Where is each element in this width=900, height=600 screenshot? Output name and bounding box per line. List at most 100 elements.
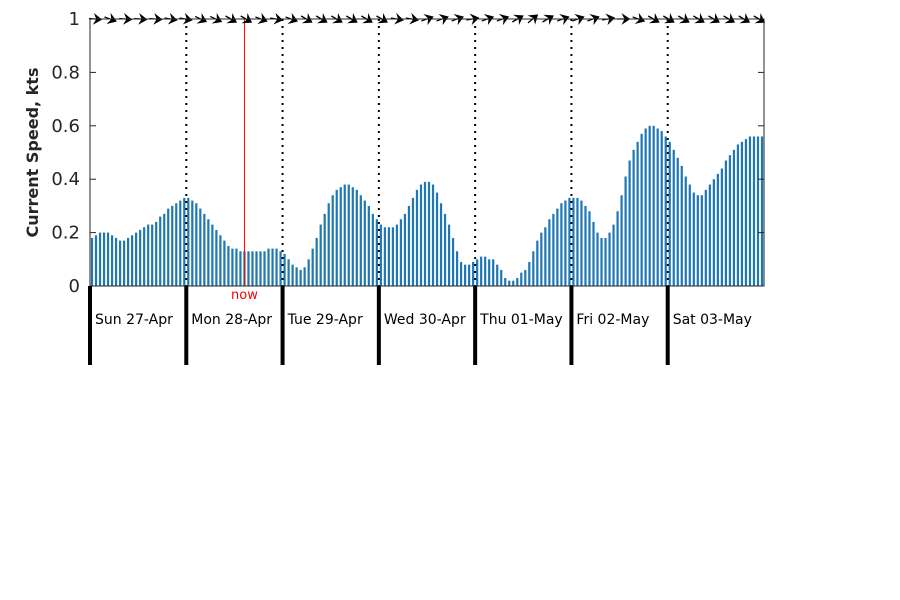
bar: [576, 197, 579, 286]
bar: [215, 229, 218, 286]
bar: [123, 240, 126, 286]
bar: [231, 248, 234, 286]
now-label: now: [231, 288, 258, 303]
bar: [135, 232, 138, 286]
y-axis-label: Current Speed, kts: [23, 68, 42, 238]
bar: [504, 277, 507, 286]
bar: [568, 197, 571, 286]
bar: [744, 139, 748, 286]
day-label: Mon 28-Apr: [191, 312, 272, 328]
bar-series: [90, 125, 764, 286]
bar: [592, 221, 595, 286]
y-tick-label: 0.4: [51, 169, 80, 190]
bar: [387, 227, 390, 286]
bar: [227, 245, 230, 286]
bar: [604, 237, 607, 286]
y-axis: 0 0.2 0.4 0.6 0.8 1: [51, 9, 764, 297]
bar: [580, 200, 583, 286]
bar: [439, 203, 443, 286]
bar: [748, 136, 752, 286]
bar: [460, 261, 463, 286]
bar: [307, 259, 310, 286]
bar: [163, 213, 166, 286]
bar: [367, 205, 370, 286]
bar: [472, 261, 475, 286]
bar: [347, 184, 350, 286]
bar: [532, 251, 535, 286]
bar: [584, 205, 587, 286]
bar: [110, 235, 114, 286]
bar: [492, 259, 495, 286]
bar: [395, 224, 399, 286]
bar: [572, 197, 575, 286]
bar: [219, 235, 222, 286]
bar: [508, 280, 511, 286]
bar: [355, 189, 358, 286]
bar: [704, 189, 707, 286]
bar: [660, 131, 663, 286]
bar: [343, 184, 346, 286]
bar: [114, 237, 118, 286]
bar: [600, 237, 603, 286]
bar: [311, 248, 314, 286]
bar: [648, 125, 651, 286]
bar: [680, 165, 683, 286]
bar: [94, 235, 98, 286]
bar: [447, 224, 451, 286]
bar: [275, 248, 278, 286]
plot-frame: [89, 18, 765, 287]
day-label: Wed 30-Apr: [384, 312, 466, 328]
bar: [299, 269, 302, 286]
bar: [98, 232, 102, 286]
y-tick-label: 0.6: [51, 116, 80, 137]
bar: [411, 197, 415, 286]
bar: [303, 267, 306, 286]
bar: [271, 248, 274, 286]
bar: [455, 251, 459, 286]
bar: [407, 205, 411, 286]
bar: [632, 149, 635, 286]
bar: [371, 213, 374, 286]
bar: [199, 208, 202, 286]
bar: [255, 251, 258, 286]
bar: [540, 232, 543, 286]
bar: [151, 224, 154, 286]
day-label: Sun 27-Apr: [95, 312, 173, 328]
day-divider-lines: [185, 19, 669, 286]
bar: [139, 229, 142, 286]
bar: [427, 181, 431, 286]
bar: [315, 237, 318, 286]
y-tick-label: 1: [69, 9, 80, 30]
bar: [451, 237, 455, 286]
bar: [183, 197, 186, 286]
bar: [203, 213, 206, 286]
bar: [375, 219, 378, 286]
bar: [331, 195, 334, 286]
bar: [512, 280, 515, 286]
bar: [528, 261, 531, 286]
bar: [612, 224, 615, 286]
bar: [127, 237, 130, 286]
bar: [564, 200, 567, 286]
bar: [295, 267, 298, 286]
bar: [159, 216, 162, 286]
bar: [480, 256, 483, 286]
bar: [223, 240, 226, 286]
bar: [484, 256, 487, 286]
bar: [560, 203, 563, 286]
bar: [756, 136, 760, 286]
bar: [379, 224, 382, 286]
bar: [728, 155, 732, 286]
bar: [548, 219, 551, 286]
bar: [696, 195, 699, 286]
bar: [359, 195, 362, 286]
bar: [644, 128, 647, 286]
bar: [191, 200, 194, 286]
y-tick-label: 0.2: [51, 223, 80, 244]
bar: [283, 253, 286, 286]
bar: [267, 248, 270, 286]
bar: [187, 197, 190, 286]
bar: [131, 235, 134, 286]
bar: [106, 232, 110, 286]
